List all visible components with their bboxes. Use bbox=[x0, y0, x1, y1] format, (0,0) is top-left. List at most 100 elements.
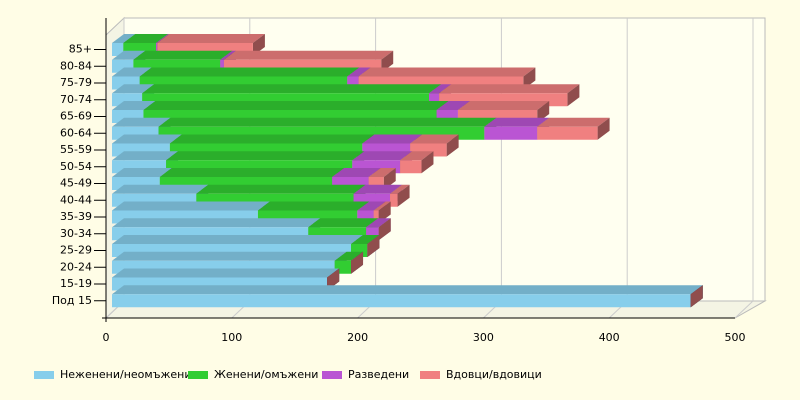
bar-top bbox=[157, 34, 265, 43]
tick-mark bbox=[734, 300, 754, 319]
y-tick-label: 40-44 bbox=[60, 193, 92, 206]
bar-top bbox=[373, 201, 391, 211]
bar-side bbox=[523, 67, 536, 90]
bar-top bbox=[159, 168, 345, 177]
bar-side bbox=[567, 84, 580, 107]
bar-front bbox=[220, 59, 224, 73]
bar-segment bbox=[390, 184, 410, 207]
bar-segment bbox=[410, 134, 459, 157]
y-tick-label: 20-24 bbox=[60, 260, 92, 273]
bar-side bbox=[537, 101, 550, 123]
bar-top bbox=[112, 34, 136, 43]
bar-side bbox=[446, 134, 459, 157]
legend-swatch bbox=[34, 371, 54, 379]
legend-label: Вдовци/вдовици bbox=[446, 368, 542, 381]
bar-top bbox=[112, 134, 182, 144]
bar-top bbox=[112, 168, 172, 177]
bar-top bbox=[334, 251, 364, 261]
y-tick-label: 65-69 bbox=[60, 110, 92, 123]
bar-top bbox=[156, 34, 170, 43]
legend-swatch bbox=[322, 371, 342, 379]
bar-front bbox=[484, 126, 538, 140]
bar-top bbox=[220, 50, 236, 60]
bar-top bbox=[352, 151, 413, 161]
x-tick-label: 300 bbox=[473, 331, 494, 344]
bar-side bbox=[378, 218, 391, 241]
y-tick-label: 85+ bbox=[69, 43, 92, 56]
legend-label: Неженени/неомъжени bbox=[60, 368, 192, 381]
bar-segment bbox=[327, 268, 340, 291]
bar-top bbox=[429, 84, 452, 94]
bar-front bbox=[347, 76, 359, 90]
y-tick-label: 25-29 bbox=[60, 244, 92, 257]
bar-top bbox=[112, 50, 146, 60]
bar-top bbox=[112, 235, 364, 244]
bar-top bbox=[410, 134, 459, 144]
bar-top bbox=[362, 134, 423, 144]
bar-top bbox=[112, 184, 209, 194]
bar-segment bbox=[400, 151, 434, 174]
bar-top bbox=[332, 168, 381, 177]
bar-top bbox=[166, 151, 365, 161]
bar-top bbox=[358, 67, 536, 77]
legend-label: Разведени bbox=[348, 368, 409, 381]
bar-top bbox=[390, 184, 410, 194]
bar-segment bbox=[378, 218, 391, 241]
bar-top bbox=[112, 218, 321, 228]
y-tick-label: 45-49 bbox=[60, 177, 92, 190]
y-tick-label: 30-34 bbox=[60, 227, 92, 240]
bar-top bbox=[257, 201, 370, 211]
x-tick-label: 200 bbox=[347, 331, 368, 344]
bar-top bbox=[142, 84, 442, 94]
bar-top bbox=[223, 50, 394, 60]
y-tick-label: 50-54 bbox=[60, 160, 92, 173]
bar-side bbox=[597, 117, 610, 140]
bar-top bbox=[112, 285, 703, 295]
bar-segment bbox=[373, 201, 391, 224]
bar-top bbox=[439, 84, 580, 94]
bar-front bbox=[156, 43, 158, 56]
bar-top bbox=[484, 117, 550, 127]
y-tick-label: 80-84 bbox=[60, 59, 92, 72]
bar-side bbox=[421, 151, 434, 174]
bar-top bbox=[457, 101, 550, 110]
legend-label: Женени/омъжени bbox=[214, 368, 318, 381]
bar-side bbox=[367, 235, 380, 257]
bar-top bbox=[537, 117, 610, 127]
bar-side bbox=[327, 268, 340, 291]
bar-front bbox=[112, 43, 124, 56]
bar-side bbox=[381, 50, 394, 73]
bar-top bbox=[353, 184, 403, 194]
bar-front bbox=[373, 210, 379, 224]
bar-segment bbox=[112, 285, 703, 308]
y-tick-label: 55-59 bbox=[60, 143, 92, 156]
bar-top bbox=[169, 134, 375, 144]
bar-side bbox=[252, 34, 265, 56]
y-tick-label: 15-19 bbox=[60, 277, 92, 290]
y-tick-label: 75-79 bbox=[60, 76, 92, 89]
bar-top bbox=[112, 151, 179, 161]
bar-side bbox=[351, 251, 364, 274]
bar-top bbox=[123, 34, 169, 43]
bar-top bbox=[347, 67, 371, 77]
bar-top bbox=[351, 235, 380, 244]
bar-top bbox=[112, 84, 155, 94]
bar-front bbox=[429, 93, 440, 107]
bar-front bbox=[537, 126, 598, 140]
bar-segment bbox=[351, 251, 364, 274]
bar-top bbox=[112, 117, 171, 127]
bar-side bbox=[690, 285, 703, 308]
bar-side bbox=[378, 201, 391, 224]
bar-segment bbox=[690, 285, 703, 308]
bar-segment bbox=[537, 117, 610, 140]
bar-top bbox=[196, 184, 366, 194]
bar-top bbox=[112, 268, 340, 278]
legend-swatch bbox=[188, 371, 208, 379]
legend-swatch bbox=[420, 371, 440, 379]
bar-front bbox=[390, 193, 398, 207]
bar-top bbox=[436, 101, 470, 110]
y-tick-label: Под 15 bbox=[52, 294, 92, 307]
x-tick-label: 0 bbox=[103, 331, 110, 344]
bar-front bbox=[400, 160, 422, 174]
